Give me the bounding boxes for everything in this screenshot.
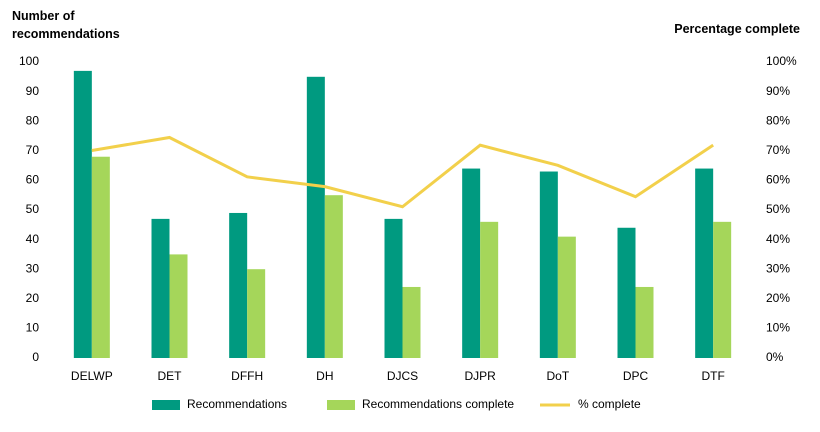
legend-label: % complete: [578, 397, 641, 411]
line: [91, 135, 714, 209]
bar: [557, 236, 576, 358]
y-tick-label: 80: [26, 113, 40, 127]
bar: [539, 171, 558, 358]
y-tick-label: 100: [19, 54, 39, 68]
y2-tick-label: 30%: [766, 261, 790, 275]
legend-swatch: [327, 400, 355, 410]
y-tick-label: 90: [26, 84, 40, 98]
x-tick-label: DoT: [546, 369, 569, 383]
y-tick-label: 50: [26, 202, 40, 216]
x-tick-label: DJCS: [387, 369, 418, 383]
y2-tick-label: 50%: [766, 202, 790, 216]
y2-tick-label: 90%: [766, 84, 790, 98]
y-tick-label: 20: [26, 291, 40, 305]
y-tick-label: 60: [26, 173, 40, 187]
y-tick-label: 40: [26, 232, 40, 246]
x-tick-label: DPC: [623, 369, 649, 383]
y-tick-label: 0: [32, 350, 39, 364]
bar: [695, 168, 714, 358]
bar: [480, 221, 499, 358]
bar: [229, 212, 248, 358]
bar: [306, 76, 325, 359]
y2-tick-label: 80%: [766, 113, 790, 127]
bar: [713, 221, 732, 358]
y-tick-label: 10: [26, 321, 40, 335]
y2-tick-label: 40%: [766, 232, 790, 246]
y2-tick-label: 20%: [766, 291, 790, 305]
legend-label: Recommendations complete: [362, 397, 514, 411]
y2-tick-label: 100%: [766, 54, 797, 68]
bar: [169, 254, 188, 358]
bar: [73, 70, 92, 358]
x-tick-label: DTF: [702, 369, 725, 383]
x-tick-label: DET: [158, 369, 183, 383]
x-tick-label: DJPR: [464, 369, 496, 383]
bar: [384, 218, 403, 358]
y2-tick-label: 60%: [766, 173, 790, 187]
bar: [247, 269, 266, 358]
y-tick-label: 70: [26, 143, 40, 157]
y2-tick-label: 70%: [766, 143, 790, 157]
x-tick-label: DELWP: [71, 369, 113, 383]
legend-swatch: [152, 400, 180, 410]
y2-tick-label: 0%: [766, 350, 784, 364]
bar: [617, 227, 636, 358]
x-tick-label: DFFH: [231, 369, 263, 383]
bar: [151, 218, 170, 358]
y-tick-label: 30: [26, 261, 40, 275]
y2-axis-title: Percentage complete: [674, 22, 800, 36]
x-tick-label: DH: [316, 369, 333, 383]
bar: [402, 286, 421, 358]
bar: [91, 156, 110, 358]
legend-label: Recommendations: [187, 397, 287, 411]
y-axis-title: Number of recommendations: [12, 9, 120, 41]
bar: [635, 286, 654, 358]
bar: [462, 168, 481, 358]
y2-tick-label: 10%: [766, 321, 790, 335]
bar: [324, 195, 343, 358]
